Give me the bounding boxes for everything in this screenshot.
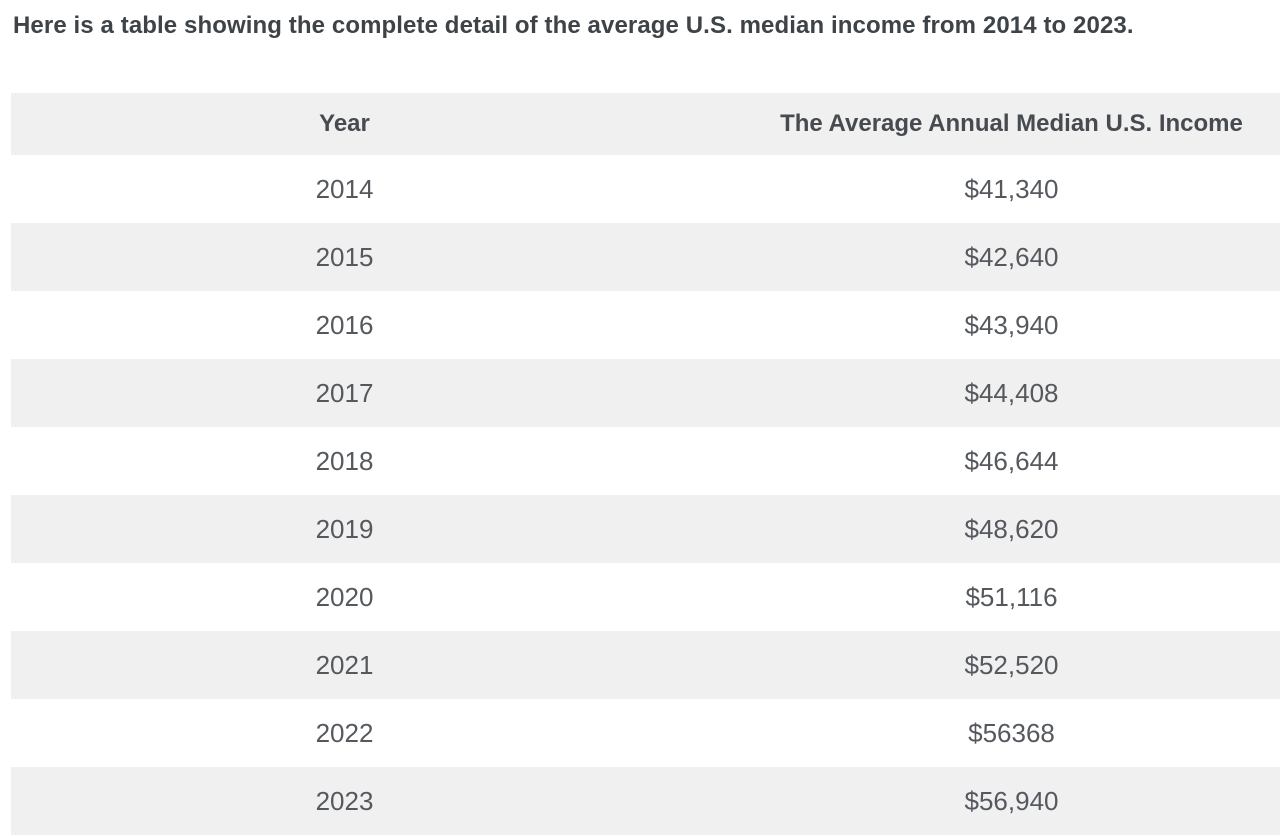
table-row: 2021 $52,520 [11, 631, 1280, 699]
year-cell: 2021 [315, 649, 374, 680]
year-cell: 2023 [315, 785, 374, 816]
table-row: 2017 $44,408 [11, 359, 1280, 427]
income-cell: $42,640 [964, 241, 1059, 272]
table-body: 2014 $41,340 2015 $42,640 2016 $43,940 2… [11, 155, 1280, 835]
year-cell: 2015 [315, 241, 374, 272]
year-cell: 2018 [315, 445, 374, 476]
income-cell: $43,940 [964, 309, 1059, 340]
table-row: 2020 $51,116 [11, 563, 1280, 631]
year-cell: 2022 [315, 717, 374, 748]
income-cell: $51,116 [965, 581, 1058, 612]
year-cell: 2017 [315, 377, 374, 408]
income-cell: $52,520 [964, 649, 1059, 680]
income-cell: $56368 [968, 717, 1055, 748]
table-row: 2016 $43,940 [11, 291, 1280, 359]
income-table: Year The Average Annual Median U.S. Inco… [11, 93, 1280, 835]
income-cell: $41,340 [964, 173, 1059, 204]
intro-text: Here is a table showing the complete det… [13, 12, 1134, 39]
table-row: 2019 $48,620 [11, 495, 1280, 563]
year-cell: 2016 [315, 309, 374, 340]
table-row: 2018 $46,644 [11, 427, 1280, 495]
income-column-header: The Average Annual Median U.S. Income [678, 93, 1280, 155]
income-cell: $46,644 [964, 445, 1059, 476]
year-column-header: Year [11, 93, 678, 155]
table-header-row: Year The Average Annual Median U.S. Inco… [11, 93, 1280, 155]
table-row: 2014 $41,340 [11, 155, 1280, 223]
table-row: 2023 $56,940 [11, 767, 1280, 835]
year-cell: 2020 [315, 581, 374, 612]
income-cell: $56,940 [964, 785, 1059, 816]
table-head: Year The Average Annual Median U.S. Inco… [11, 93, 1280, 155]
year-cell: 2019 [315, 513, 374, 544]
income-cell: $48,620 [964, 513, 1059, 544]
year-cell: 2014 [315, 173, 374, 204]
income-cell: $44,408 [964, 377, 1059, 408]
table-row: 2022 $56368 [11, 699, 1280, 767]
table-row: 2015 $42,640 [11, 223, 1280, 291]
